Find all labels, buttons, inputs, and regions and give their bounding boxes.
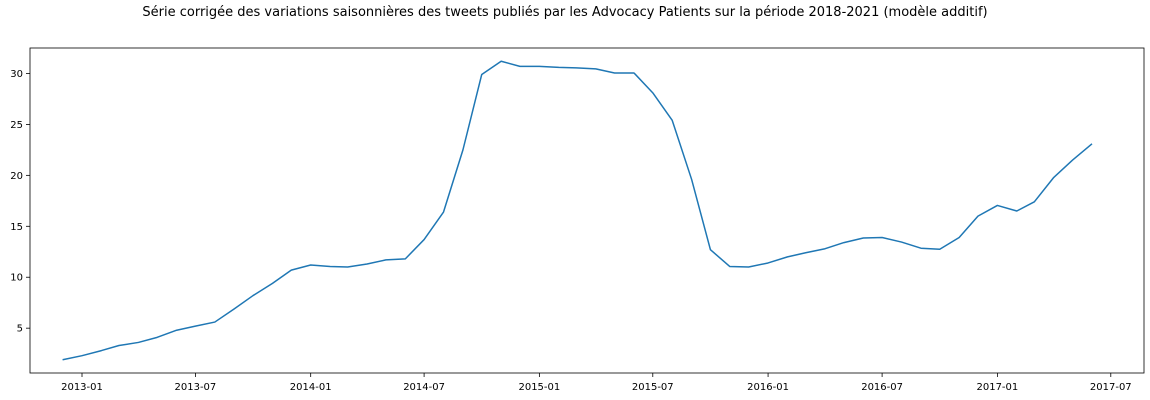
x-tick-label: 2016-01 [747,382,789,393]
x-tick-label: 2017-01 [976,382,1018,393]
x-tick-label: 2013-01 [61,382,103,393]
y-tick-label: 5 [17,324,23,335]
x-tick-label: 2014-07 [403,382,445,393]
x-tick-label: 2016-07 [861,382,903,393]
y-tick-label: 25 [10,120,23,131]
y-tick-label: 10 [10,273,23,284]
y-tick-label: 15 [10,222,23,233]
x-tick-label: 2015-01 [518,382,560,393]
x-tick-label: 2017-07 [1090,382,1132,393]
plot-area: 2013-01 2013-07 2014-01 2014-07 2015-01 2015-… [10,47,1145,393]
chart-title: Série corrigée des variations saisonnièr… [142,5,988,20]
plot-frame [29,47,1145,374]
x-tick-label: 2013-07 [175,382,217,393]
y-tick-label: 20 [10,171,23,182]
x-tick-label: 2015-07 [632,382,674,393]
x-tick-label: 2014-01 [290,382,332,393]
series-line [62,60,1093,361]
y-tick-label: 30 [10,69,23,80]
